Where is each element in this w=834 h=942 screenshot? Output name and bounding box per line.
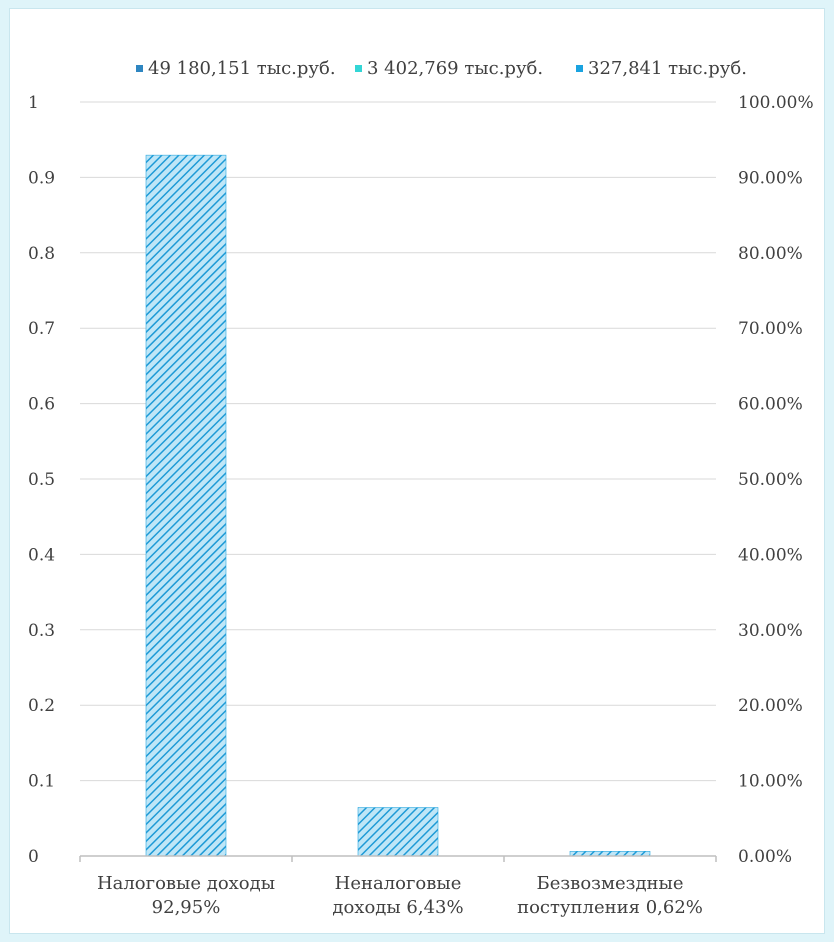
right-axis-ticks: 0.00% 10.00% 20.00% 30.00% 40.00% 50.00% 60.00… xyxy=(738,93,814,867)
legend-swatch xyxy=(355,65,362,72)
bar xyxy=(145,154,227,857)
left-axis-tick-label: 0.6 xyxy=(28,395,55,415)
legend-label: 327,841 тыс.руб. xyxy=(588,58,747,79)
right-axis-tick-label: 30.00% xyxy=(738,621,803,641)
left-axis-tick-label: 0.3 xyxy=(28,621,55,641)
left-axis-tick-label: 0.2 xyxy=(28,696,55,716)
left-axis-tick-label: 0.8 xyxy=(28,244,55,264)
right-axis-tick-label: 70.00% xyxy=(738,319,803,339)
left-axis-tick-label: 0.5 xyxy=(28,470,55,490)
bar-chart: 0 0.1 0.2 0.3 0.4 0.5 0.6 0.7 0.8 0.9 1 0.00% 10.00… xyxy=(28,58,814,918)
right-axis-tick-label: 40.00% xyxy=(738,545,803,565)
left-axis-tick-label: 0.4 xyxy=(28,545,55,565)
left-axis-tick-label: 0.7 xyxy=(28,319,55,339)
legend: 49 180,151 тыс.руб. 3 402,769 тыс.руб. 327… xyxy=(136,58,747,79)
right-axis-tick-label: 20.00% xyxy=(738,696,803,716)
right-axis-tick-label: 100.00% xyxy=(738,93,814,113)
right-axis-tick-label: 60.00% xyxy=(738,395,803,415)
legend-swatch xyxy=(136,65,143,72)
right-axis-tick-label: 50.00% xyxy=(738,470,803,490)
right-axis-tick-label: 10.00% xyxy=(738,772,803,792)
left-axis-tick-label: 0.1 xyxy=(28,772,55,792)
legend-swatch xyxy=(576,65,583,72)
left-axis-tick-label: 1 xyxy=(28,93,39,113)
right-axis-tick-label: 80.00% xyxy=(738,244,803,264)
legend-label: 3 402,769 тыс.руб. xyxy=(367,58,543,79)
right-axis-tick-label: 0.00% xyxy=(738,847,792,867)
left-axis-tick-label: 0.9 xyxy=(28,168,55,188)
category-label: Неналоговые доходы 6,43% xyxy=(332,873,463,918)
category-axis xyxy=(79,855,717,862)
category-labels: Налоговые доходы 92,95% Неналоговые доходы … xyxy=(97,873,703,918)
bar xyxy=(357,807,439,857)
category-label: Безвозмездные поступления 0,62% xyxy=(517,873,703,918)
right-axis-tick-label: 90.00% xyxy=(738,168,803,188)
chart-frame: 0 0.1 0.2 0.3 0.4 0.5 0.6 0.7 0.8 0.9 1 0.00% 10.00… xyxy=(9,8,825,934)
category-label: Налоговые доходы 92,95% xyxy=(97,873,275,918)
bars xyxy=(145,154,651,857)
legend-label: 49 180,151 тыс.руб. xyxy=(148,58,336,79)
left-axis-tick-label: 0 xyxy=(28,847,39,867)
left-axis-ticks: 0 0.1 0.2 0.3 0.4 0.5 0.6 0.7 0.8 0.9 1 xyxy=(28,93,55,867)
